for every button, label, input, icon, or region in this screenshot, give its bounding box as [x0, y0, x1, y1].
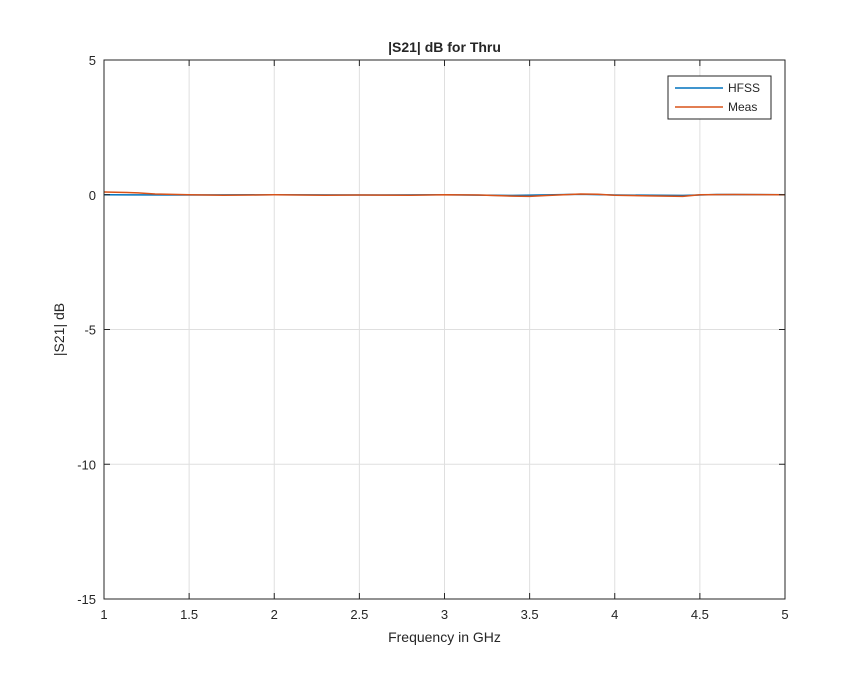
chart-title: |S21| dB for Thru: [388, 39, 501, 55]
legend: HFSS Meas: [667, 75, 772, 120]
legend-label-meas: Meas: [728, 100, 757, 114]
x-axis-label: Frequency in GHz: [388, 629, 501, 645]
y-tick-label: 0: [89, 188, 96, 203]
x-tick-label: 3: [441, 607, 448, 622]
x-tick-label: 2: [271, 607, 278, 622]
series-layer: [103, 191, 786, 198]
x-tick-label: 1.5: [180, 607, 198, 622]
legend-box: [667, 75, 772, 120]
x-tick-label: 5: [781, 607, 788, 622]
x-tick-label: 4: [611, 607, 618, 622]
y-tick-label: 5: [89, 53, 96, 68]
y-tick-label: -15: [77, 592, 96, 607]
x-tick-label: 2.5: [350, 607, 368, 622]
y-tick-label: -5: [84, 323, 96, 338]
tick-layer: 1 1.5 2 2.5 3 3.5 4 4.5 5 -15 -10 -5 0 5: [77, 53, 788, 622]
y-tick-label: -10: [77, 457, 96, 472]
x-tick-label: 4.5: [691, 607, 709, 622]
x-tick-label: 1: [100, 607, 107, 622]
y-axis-label: |S21| dB: [51, 303, 67, 356]
series-line-meas: [103, 191, 786, 198]
x-tick-label: 3.5: [521, 607, 539, 622]
legend-label-hfss: HFSS: [728, 81, 760, 95]
